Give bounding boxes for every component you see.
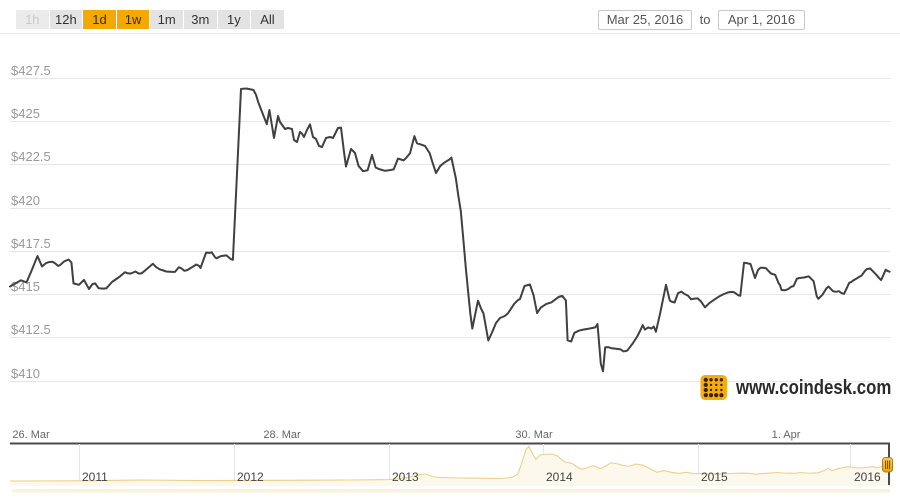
svg-text:$417.5: $417.5 (11, 236, 51, 251)
svg-text:2016: 2016 (854, 470, 881, 484)
svg-text:28. Mar: 28. Mar (263, 429, 301, 441)
svg-text:30. Mar: 30. Mar (515, 429, 553, 441)
svg-text:26. Mar: 26. Mar (12, 429, 50, 441)
svg-text:$410: $410 (11, 366, 40, 381)
svg-text:$427.5: $427.5 (11, 63, 51, 78)
svg-text:2015: 2015 (701, 470, 728, 484)
svg-text:$420: $420 (11, 193, 40, 208)
svg-text:2012: 2012 (237, 470, 264, 484)
svg-text:$425: $425 (11, 106, 40, 121)
svg-text:2011: 2011 (82, 470, 108, 484)
svg-text:2013: 2013 (392, 470, 419, 484)
svg-text:$422.5: $422.5 (11, 149, 51, 164)
svg-text:2014: 2014 (546, 470, 573, 484)
svg-text:1. Apr: 1. Apr (772, 429, 801, 441)
svg-text:$412.5: $412.5 (11, 322, 51, 337)
